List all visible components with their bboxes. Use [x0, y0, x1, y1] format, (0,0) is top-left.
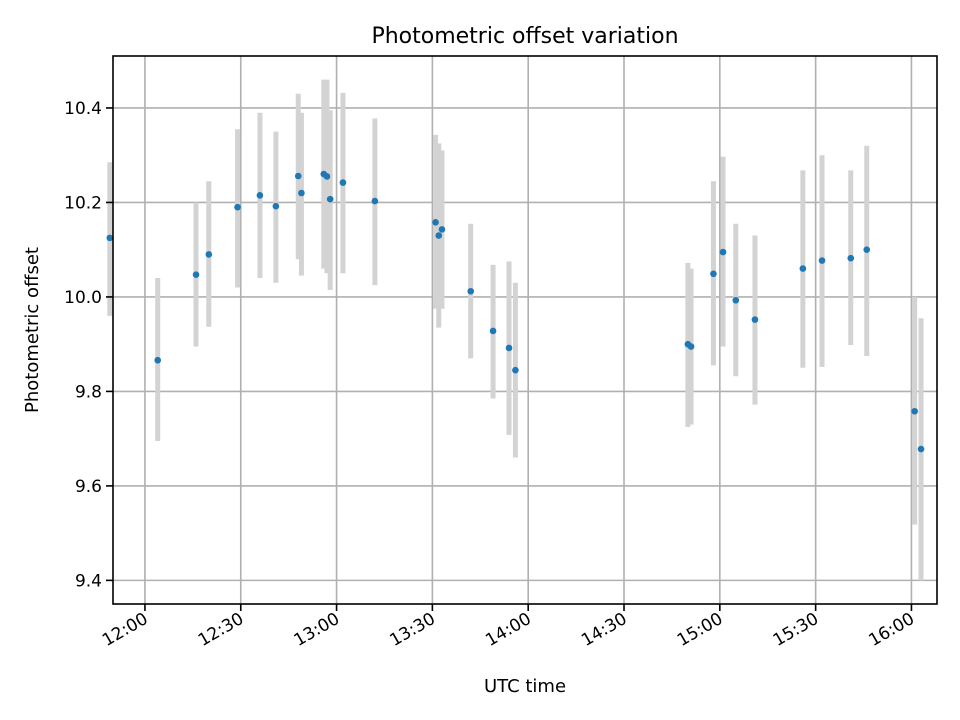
data-point [911, 407, 918, 415]
data-point [710, 270, 717, 278]
data-point [234, 203, 241, 211]
x-tick-label: 15:00 [674, 609, 726, 651]
y-tick-label: 10.4 [64, 99, 102, 119]
data-point [512, 366, 519, 374]
data-point [294, 172, 302, 180]
grid [113, 56, 937, 604]
x-tick-label: 14:00 [482, 609, 534, 651]
data-point [371, 197, 379, 205]
data-point [687, 343, 695, 350]
x-tick-label: 14:30 [578, 609, 630, 651]
data-point [505, 344, 513, 352]
y-tick-label: 10.2 [64, 193, 102, 213]
data-point [154, 356, 162, 364]
x-tick-label: 16:00 [866, 609, 918, 651]
data-point [438, 226, 446, 233]
x-axis-label: UTC time [484, 676, 566, 697]
x-tick-label: 13:00 [291, 609, 343, 651]
y-tick-label: 9.8 [75, 382, 102, 402]
data-point [205, 251, 213, 258]
data-point [435, 232, 443, 239]
x-tick-label: 12:00 [99, 609, 151, 651]
data-point [339, 179, 347, 186]
data-point [256, 192, 264, 199]
y-tick-label: 9.6 [75, 477, 102, 497]
chart-title: Photometric offset variation [371, 24, 678, 49]
y-axis-label: Photometric offset [22, 247, 43, 413]
data-points [106, 170, 925, 453]
plot-frame [112, 55, 938, 605]
data-point [467, 287, 475, 295]
data-point [751, 316, 759, 323]
y-tick-label: 9.4 [75, 571, 102, 591]
data-point [719, 248, 727, 256]
x-tick-label: 15:30 [770, 609, 822, 651]
y-axis-ticks: 9.4 9.6 9.8 10.0 10.2 10.4 [64, 99, 113, 591]
data-point [489, 327, 497, 335]
error-bars [107, 79, 924, 581]
data-point [323, 173, 331, 180]
y-tick-label: 10.0 [64, 288, 102, 308]
x-tick-label: 13:30 [386, 609, 438, 651]
data-point [272, 202, 280, 210]
data-point [326, 195, 334, 203]
data-point [298, 189, 305, 197]
data-point [192, 271, 200, 279]
x-tick-label: 12:30 [195, 609, 247, 651]
data-point [917, 445, 925, 453]
data-point [799, 265, 807, 272]
data-point [732, 296, 740, 304]
data-point [432, 218, 439, 226]
data-point [106, 234, 114, 242]
data-point [818, 257, 826, 264]
data-point [847, 254, 855, 262]
data-point [863, 246, 871, 253]
x-axis-ticks: 12:00 12:30 13:00 13:30 14:00 14:30 15:00 15:30… [99, 604, 918, 651]
